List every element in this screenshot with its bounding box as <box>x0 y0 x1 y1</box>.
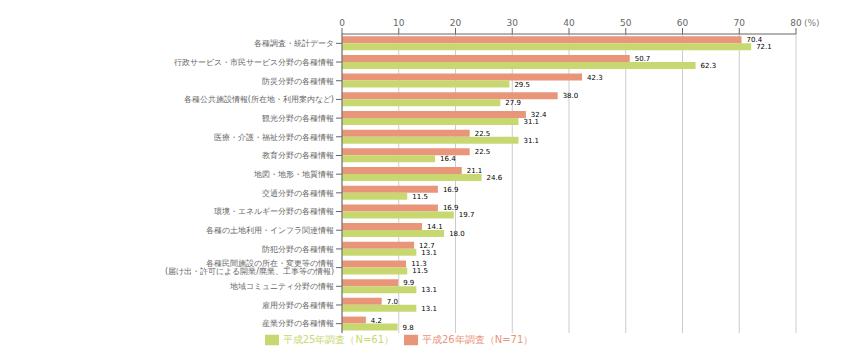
svg-text:31.1: 31.1 <box>523 118 539 126</box>
svg-text:21.1: 21.1 <box>467 167 483 175</box>
svg-text:12.7: 12.7 <box>419 241 435 250</box>
html-text:平成26年調査（N=71）: 平成26年調査（N=71） <box>422 334 534 345</box>
svg-text:38.0: 38.0 <box>563 92 579 100</box>
svg-text:(%): (%) <box>804 18 820 28</box>
svg-text:防災分野の各種情報: 防災分野の各種情報 <box>262 77 334 86</box>
svg-text:各種調査・統計データ: 各種調査・統計データ <box>254 39 334 48</box>
svg-text:22.5: 22.5 <box>475 148 491 156</box>
svg-text:50.7: 50.7 <box>635 55 651 63</box>
svg-text:18.0: 18.0 <box>449 230 465 238</box>
svg-text:29.5: 29.5 <box>514 81 530 89</box>
svg-text:70.4: 70.4 <box>746 36 763 45</box>
svg-text:10: 10 <box>393 18 405 28</box>
svg-text:32.4: 32.4 <box>530 111 547 119</box>
svg-text:72.1: 72.1 <box>756 43 772 51</box>
svg-text:7.0: 7.0 <box>387 298 398 306</box>
svg-text:行政サービス・市民サービス分野の各種情報: 行政サービス・市民サービス分野の各種情報 <box>174 58 334 67</box>
svg-text:各種公共施設情報(所在地・利用案内など): 各種公共施設情報(所在地・利用案内など) <box>184 95 334 104</box>
svg-text:20: 20 <box>450 18 462 28</box>
svg-text:13.1: 13.1 <box>421 305 437 313</box>
svg-text:医療・介護・福祉分野の各種情報: 医療・介護・福祉分野の各種情報 <box>214 133 334 142</box>
svg-text:11.3: 11.3 <box>411 260 427 269</box>
svg-text:9.9: 9.9 <box>403 279 414 287</box>
svg-text:9.8: 9.8 <box>403 324 414 332</box>
svg-text:観光分野の各種情報: 観光分野の各種情報 <box>262 114 334 123</box>
svg-text:40: 40 <box>563 18 575 28</box>
svg-text:各種の土地利用・インフラ関連情報: 各種の土地利用・インフラ関連情報 <box>206 226 334 235</box>
svg-text:27.9: 27.9 <box>505 99 521 107</box>
svg-text:4.2: 4.2 <box>371 317 382 325</box>
svg-text:16.9: 16.9 <box>443 204 459 212</box>
svg-text:13.1: 13.1 <box>421 249 437 257</box>
svg-text:雇用分野の各種情報: 雇用分野の各種情報 <box>262 301 334 310</box>
svg-text:30: 30 <box>507 18 519 28</box>
html-text:平成25年調査（N=61）: 平成25年調査（N=61） <box>282 334 394 345</box>
svg-text:31.1: 31.1 <box>523 137 539 145</box>
svg-text:環境・エネルギー分野の各種情報: 環境・エネルギー分野の各種情報 <box>214 207 334 216</box>
svg-text:19.7: 19.7 <box>459 211 475 219</box>
svg-text:70: 70 <box>734 18 746 28</box>
svg-text:13.1: 13.1 <box>421 286 437 294</box>
svg-text:24.6: 24.6 <box>487 174 503 182</box>
svg-text:42.3: 42.3 <box>587 74 603 82</box>
svg-text:50: 50 <box>620 18 632 28</box>
svg-text:地図・地形・地質情報: 地図・地形・地質情報 <box>253 170 334 179</box>
svg-text:防犯分野の各種情報: 防犯分野の各種情報 <box>262 245 334 254</box>
svg-text:80: 80 <box>790 18 802 28</box>
svg-text:22.5: 22.5 <box>475 130 491 138</box>
svg-text:11.5: 11.5 <box>412 193 428 201</box>
svg-text:62.3: 62.3 <box>701 62 717 70</box>
svg-text:16.9: 16.9 <box>443 186 459 194</box>
svg-text:16.4: 16.4 <box>440 155 456 163</box>
svg-text:各種民間施設の所在・変更等の情報(届け出・許可による開業/廃: 各種民間施設の所在・変更等の情報(届け出・許可による開業/廃業、工事等の情報) <box>165 259 334 276</box>
svg-text:0: 0 <box>339 18 345 28</box>
svg-text:教育分野の各種情報: 教育分野の各種情報 <box>262 151 334 160</box>
svg-text:14.1: 14.1 <box>427 223 443 231</box>
svg-text:11.5: 11.5 <box>412 267 428 275</box>
svg-text:交通分野の各種情報: 交通分野の各種情報 <box>262 189 334 198</box>
svg-text:地域コミュニティ分野の情報: 地域コミュニティ分野の情報 <box>229 282 334 291</box>
svg-text:60: 60 <box>677 18 689 28</box>
svg-text:産業分野の各種情報: 産業分野の各種情報 <box>262 319 334 328</box>
